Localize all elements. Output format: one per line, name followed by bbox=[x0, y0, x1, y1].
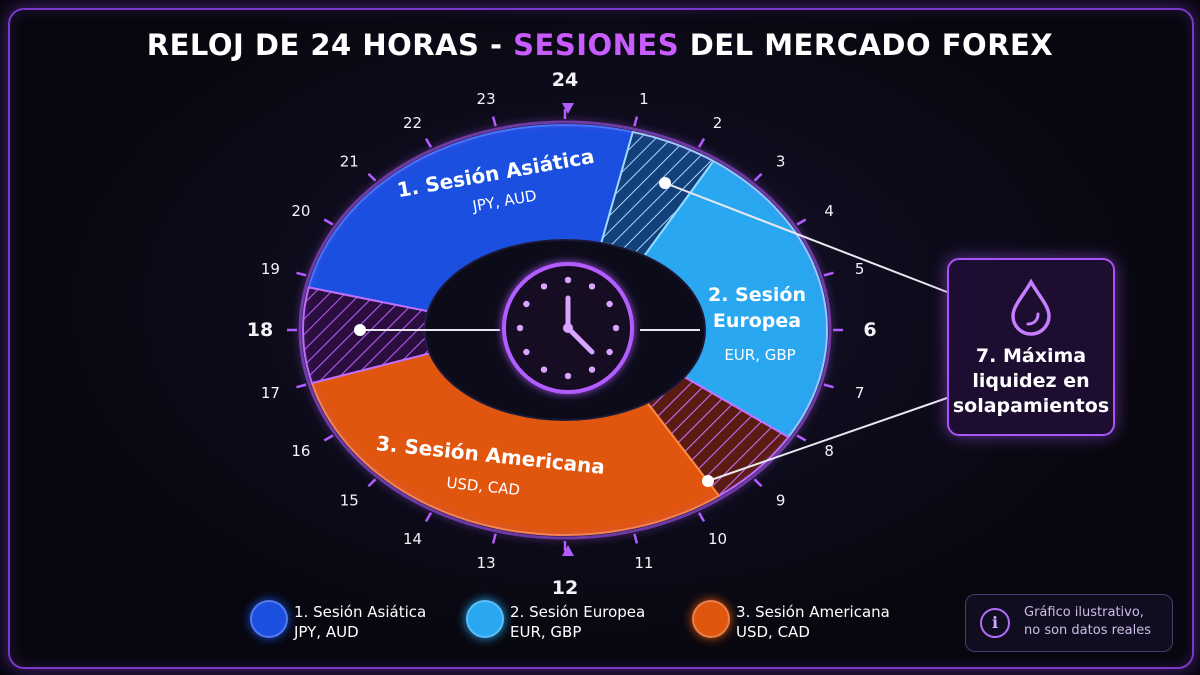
hour-label-14: 14 bbox=[403, 530, 422, 548]
legend-swatch-american bbox=[692, 600, 730, 638]
hour-label-15: 15 bbox=[340, 492, 359, 510]
ring-outer-glow bbox=[298, 120, 832, 540]
overlap-marker-left bbox=[354, 324, 366, 336]
hour-label-9: 9 bbox=[776, 492, 786, 510]
hour-label-7: 7 bbox=[855, 384, 865, 402]
european-session-name-line2: Europea bbox=[713, 310, 801, 332]
note-line2: no son datos reales bbox=[1024, 623, 1152, 638]
liquidity-drop-icon bbox=[1011, 278, 1051, 336]
legend-swatch-european bbox=[466, 600, 504, 638]
hour-label-11: 11 bbox=[634, 554, 653, 572]
hour-label-4: 4 bbox=[824, 202, 834, 220]
hour-label-16: 16 bbox=[291, 442, 310, 460]
disclaimer-note: i Gráfico ilustrativo, no son datos real… bbox=[965, 594, 1173, 652]
hour-tick bbox=[491, 116, 497, 127]
hour-label-24: 24 bbox=[552, 69, 578, 91]
clock-icon bbox=[502, 262, 634, 394]
title-part2: DEL MERCADO FOREX bbox=[679, 28, 1054, 62]
hour-label-20: 20 bbox=[291, 202, 310, 220]
hour-label-23: 23 bbox=[477, 90, 496, 108]
hour-tick bbox=[367, 478, 377, 488]
hour-tick bbox=[424, 137, 433, 148]
page-title: RELOJ DE 24 HORAS - SESIONES DEL MERCADO… bbox=[0, 28, 1200, 62]
european-session-pairs: EUR, GBP bbox=[724, 346, 795, 364]
legend-label-european: 2. Sesión Europea bbox=[510, 603, 646, 621]
hour-label-3: 3 bbox=[776, 152, 786, 170]
hour-label-17: 17 bbox=[261, 384, 280, 402]
hour-tick bbox=[323, 434, 334, 442]
marker-24-icon bbox=[562, 103, 574, 114]
hour-label-13: 13 bbox=[477, 554, 496, 572]
callout-line3: solapamientos bbox=[952, 395, 1110, 417]
title-part1: RELOJ DE 24 HORAS - bbox=[146, 28, 514, 62]
overlap-marker-bottom bbox=[702, 475, 714, 487]
hour-label-6: 6 bbox=[863, 319, 876, 341]
hour-tick bbox=[633, 116, 639, 127]
overlap-marker-top bbox=[659, 177, 671, 189]
info-icon: i bbox=[980, 608, 1010, 638]
hour-tick bbox=[796, 218, 807, 226]
hour-tick bbox=[367, 172, 377, 182]
hour-tick bbox=[424, 512, 433, 523]
hour-tick bbox=[697, 512, 706, 523]
session-ring bbox=[298, 120, 832, 540]
hour-label-21: 21 bbox=[340, 152, 359, 170]
legend-pairs-asian: JPY, AUD bbox=[294, 623, 359, 641]
callout-connector-bottom bbox=[707, 397, 948, 482]
callout-line2: liquidez en bbox=[972, 370, 1090, 392]
marker-12-icon bbox=[562, 545, 574, 556]
hour-label-2: 2 bbox=[713, 114, 723, 132]
hour-label-22: 22 bbox=[403, 114, 422, 132]
hour-tick bbox=[633, 533, 639, 544]
hour-tick bbox=[823, 383, 834, 389]
max-liquidity-callout: 7. Máxima liquidez en solapamientos bbox=[947, 258, 1115, 436]
european-session-name-line1: 2. Sesión bbox=[708, 284, 806, 306]
hour-label-8: 8 bbox=[824, 442, 834, 460]
hour-tick bbox=[697, 137, 706, 148]
hour-label-1: 1 bbox=[639, 90, 649, 108]
hour-label-19: 19 bbox=[261, 260, 280, 278]
hour-label-10: 10 bbox=[708, 530, 727, 548]
hour-tick bbox=[296, 271, 307, 277]
hour-tick bbox=[296, 383, 307, 389]
title-highlight: SESIONES bbox=[513, 28, 680, 62]
callout-connector-top bbox=[664, 182, 948, 293]
hour-tick bbox=[796, 434, 807, 442]
hour-tick bbox=[753, 172, 763, 182]
hour-ticks bbox=[287, 109, 843, 551]
hour-tick bbox=[753, 478, 763, 488]
legend-swatch-asian bbox=[250, 600, 288, 638]
hour-label-12: 12 bbox=[552, 577, 578, 599]
hour-tick bbox=[491, 533, 497, 544]
legend-label-asian: 1. Sesión Asiática bbox=[294, 603, 427, 621]
hour-tick bbox=[323, 218, 334, 226]
legend-label-american: 3. Sesión Americana bbox=[736, 603, 890, 621]
european-session-label: 2. Sesión Europea EUR, GBP bbox=[708, 284, 806, 364]
legend-pairs-european: EUR, GBP bbox=[510, 623, 582, 641]
note-line1: Gráfico ilustrativo, bbox=[1024, 605, 1144, 620]
hour-label-5: 5 bbox=[855, 260, 865, 278]
callout-line1: 7. Máxima bbox=[975, 345, 1087, 367]
hour-label-18: 18 bbox=[247, 319, 273, 341]
legend-pairs-american: USD, CAD bbox=[736, 623, 810, 641]
hour-tick bbox=[823, 271, 834, 277]
